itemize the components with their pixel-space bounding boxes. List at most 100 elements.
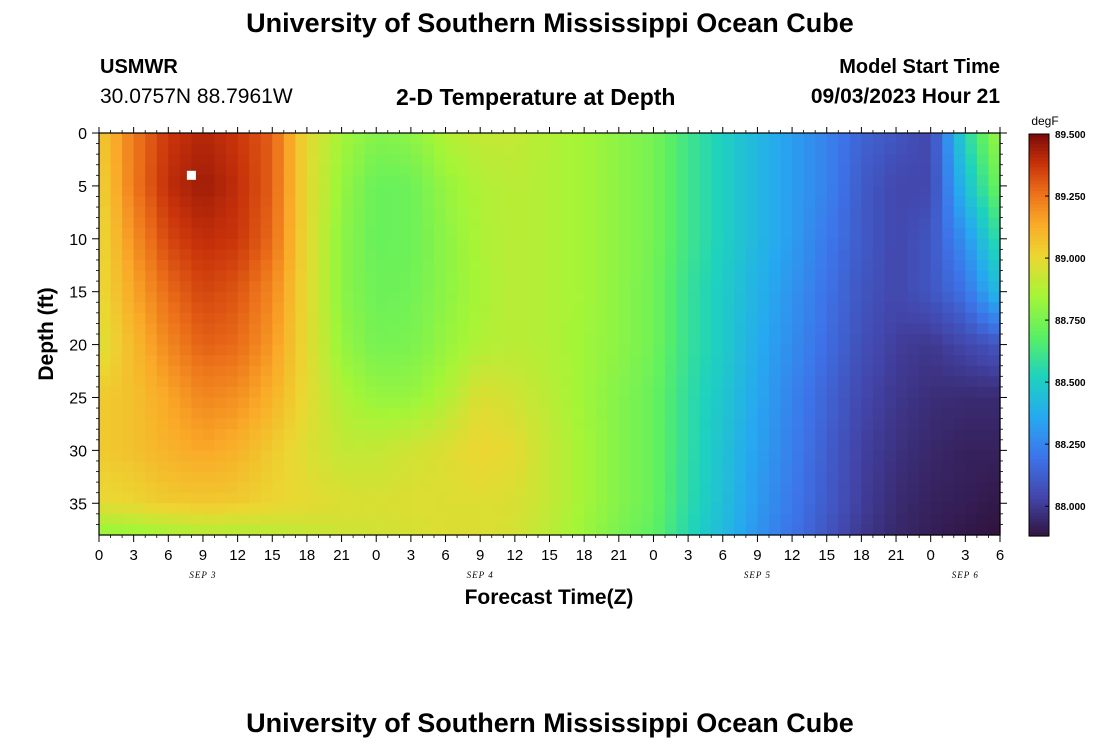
heatmap-cell	[595, 386, 608, 399]
heatmap-cell	[965, 334, 978, 346]
heatmap-cell	[838, 154, 851, 166]
heatmap-cell	[618, 503, 631, 515]
heatmap-cell	[976, 397, 990, 409]
heatmap-cell	[572, 207, 585, 219]
heatmap-cell	[745, 471, 759, 483]
heatmap-cell	[283, 386, 296, 399]
heatmap-cell	[191, 185, 204, 198]
heatmap-cell	[179, 344, 193, 356]
heatmap-cell	[410, 259, 424, 272]
heatmap-cell	[387, 196, 400, 208]
heatmap-cell	[214, 302, 227, 314]
heatmap-cell	[399, 439, 412, 451]
heatmap-cell	[341, 482, 354, 494]
heatmap-cell	[214, 418, 227, 430]
heatmap-cell	[630, 133, 643, 145]
heatmap-cell	[122, 355, 135, 367]
heatmap-cell	[226, 471, 239, 483]
heatmap-cell	[202, 217, 216, 229]
heatmap-cell	[214, 408, 227, 420]
heatmap-cell	[849, 429, 862, 441]
heatmap-cell	[99, 185, 112, 198]
heatmap-cell	[110, 365, 123, 377]
heatmap-cell	[861, 492, 874, 504]
heatmap-cell	[249, 418, 262, 430]
colorbar-segment	[1029, 264, 1049, 269]
colorbar-segment	[1029, 485, 1049, 490]
heatmap-cell	[630, 175, 643, 187]
heatmap-cell	[249, 291, 262, 303]
heatmap-cell	[734, 185, 747, 198]
colorbar-segment	[1029, 428, 1049, 433]
heatmap-cell	[734, 154, 747, 166]
heatmap-cell	[561, 143, 574, 155]
heatmap-cell	[445, 524, 458, 536]
heatmap-cell	[179, 143, 193, 155]
heatmap-cell	[145, 207, 158, 219]
heatmap-cell	[780, 185, 793, 198]
heatmap-cell	[665, 175, 678, 187]
heatmap-cell	[306, 238, 320, 250]
heatmap-cell	[468, 143, 481, 155]
heatmap-cell	[133, 460, 146, 473]
heatmap-cell	[295, 471, 308, 483]
heatmap-cell	[595, 291, 608, 303]
heatmap-cell	[965, 524, 978, 536]
heatmap-cell	[122, 344, 135, 356]
heatmap-cell	[503, 429, 516, 441]
heatmap-cell	[133, 312, 146, 325]
heatmap-cell	[953, 154, 966, 166]
heatmap-cell	[168, 164, 181, 176]
heatmap-cell	[549, 482, 562, 494]
heatmap-cell	[942, 418, 955, 430]
heatmap-cell	[306, 291, 320, 303]
heatmap-cell	[780, 397, 793, 409]
heatmap-cell	[711, 386, 724, 399]
heatmap-cell	[919, 344, 932, 356]
heatmap-cell	[295, 196, 308, 208]
heatmap-cell	[422, 492, 435, 504]
heatmap-cell	[353, 228, 366, 240]
heatmap-cell	[306, 418, 320, 430]
colorbar-segment	[1029, 331, 1049, 336]
heatmap-cell	[896, 302, 909, 314]
heatmap-cell	[364, 386, 377, 399]
heatmap-cell	[306, 503, 320, 515]
heatmap-cell	[965, 418, 978, 430]
heatmap-cell	[919, 386, 932, 399]
heatmap-cell	[122, 196, 135, 208]
heatmap-cell	[353, 439, 366, 451]
heatmap-cell	[722, 164, 735, 176]
heatmap-cell	[884, 439, 897, 451]
heatmap-cell	[872, 228, 886, 240]
heatmap-cell	[549, 344, 562, 356]
heatmap-cell	[561, 334, 574, 346]
heatmap-cell	[630, 429, 643, 441]
heatmap-cell	[930, 217, 943, 229]
colorbar-segment	[1029, 328, 1049, 333]
heatmap-cell	[353, 471, 366, 483]
heatmap-cell	[433, 450, 447, 462]
heatmap-cell	[480, 471, 493, 483]
heatmap-cell	[468, 344, 481, 356]
heatmap-cell	[353, 238, 366, 250]
heatmap-cell	[122, 334, 135, 346]
heatmap-cell	[768, 175, 782, 187]
heatmap-cell	[353, 312, 366, 325]
heatmap-cell	[907, 323, 920, 335]
colorbar-segment	[1029, 144, 1049, 148]
heatmap-cell	[491, 185, 504, 198]
heatmap-cell	[653, 471, 666, 483]
heatmap-cell	[168, 302, 181, 314]
heatmap-cell	[537, 460, 551, 473]
heatmap-cell	[318, 312, 331, 325]
heatmap-cell	[641, 154, 655, 166]
heatmap-cell	[168, 460, 181, 473]
colorbar: degF89.50089.25089.00088.75088.50088.250…	[1028, 114, 1086, 537]
heatmap-cell	[815, 460, 828, 473]
heatmap-cell	[318, 196, 331, 208]
heatmap-cell	[884, 513, 897, 526]
heatmap-cell	[122, 492, 135, 504]
heatmap-cell	[433, 429, 447, 441]
heatmap-cell	[907, 143, 920, 155]
